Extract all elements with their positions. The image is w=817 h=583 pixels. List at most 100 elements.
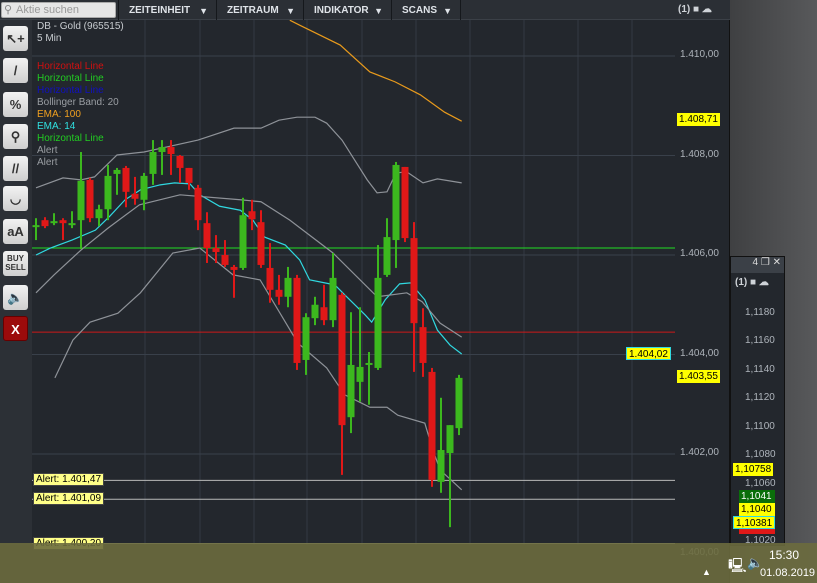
legend-item[interactable]: EMA: 14: [37, 121, 76, 132]
legend-item[interactable]: Alert: [37, 145, 58, 156]
curve-tool-button[interactable]: ◡: [3, 186, 28, 211]
price-marker: 1,10758: [733, 463, 774, 476]
price-tick-label: 1,1060: [745, 478, 776, 489]
candle-up: [77, 180, 85, 221]
second-window-icons: (1) ■ ☁: [731, 273, 784, 288]
candle-down: [185, 167, 193, 183]
menu-indikator[interactable]: INDIKATOR ▼: [303, 0, 391, 20]
candle-up: [347, 364, 355, 418]
candle-up: [311, 304, 319, 319]
price-chart[interactable]: [32, 20, 730, 545]
chevron-down-icon: ▼: [199, 6, 208, 16]
price-marker: 1.404,02: [626, 346, 671, 360]
price-tick-label: 1,1020: [745, 535, 776, 546]
candle-down: [203, 223, 211, 249]
candle-up: [356, 366, 364, 382]
candle-up: [68, 223, 76, 226]
candle-down: [221, 255, 229, 265]
candle-up: [455, 377, 463, 429]
legend-item[interactable]: Horizontal Line: [37, 85, 104, 96]
menu-zeiteinheit[interactable]: ZEITEINHEIT ▼: [118, 0, 216, 20]
line-tool-icon: /: [13, 63, 18, 78]
price-tick-label: 1,1080: [745, 449, 776, 460]
legend-item[interactable]: Bollinger Band: 20: [37, 97, 119, 108]
candle-up: [149, 152, 157, 174]
close-tool-button[interactable]: X: [3, 316, 28, 341]
cloud-upload-icon[interactable]: ☁: [758, 277, 769, 288]
candle-down: [410, 238, 418, 324]
ema100-line: [289, 20, 462, 122]
window-titlebar: 4 ❐ ✕: [731, 257, 784, 273]
candle-up: [95, 209, 103, 219]
candle-down: [266, 267, 274, 290]
clock-time[interactable]: 15:30: [769, 548, 800, 562]
price-tick-label: 1,1100: [745, 421, 775, 432]
candle-down: [401, 166, 409, 239]
close-icon: X: [11, 322, 20, 337]
interval-label: 5 Min: [37, 33, 62, 44]
candle-up: [374, 277, 382, 368]
candle-up: [365, 362, 373, 365]
alert-label[interactable]: Alert: 1.401,09: [33, 492, 105, 506]
candle-down: [428, 371, 436, 480]
line-tool-tool-button[interactable]: /: [3, 58, 28, 83]
buy-sell-tool-button[interactable]: BUY SELL: [3, 251, 28, 276]
candle-up: [329, 277, 337, 321]
price-marker: [739, 529, 775, 534]
network-icon[interactable]: 🖳: [728, 557, 747, 573]
speaker-tool-button[interactable]: 🔈: [3, 285, 28, 310]
candle-up: [140, 175, 148, 200]
legend-item[interactable]: EMA: 100: [37, 109, 81, 120]
percent-tool-button[interactable]: %: [3, 92, 28, 117]
search-icon: ⚲: [4, 4, 13, 16]
count-badge: (1): [735, 277, 748, 288]
candle-down: [86, 179, 94, 219]
volume-icon[interactable]: 🔈: [747, 555, 764, 570]
folder-icon[interactable]: ■: [750, 277, 757, 288]
candle-up: [302, 317, 310, 360]
price-marker: 1.408,71: [677, 113, 720, 127]
price-tick-label: 1,1160: [745, 335, 775, 346]
zoom-icon: ⚲: [10, 129, 21, 144]
top-right-icons: (1) ■ ☁: [678, 4, 712, 15]
top-toolbar: ⚲ Aktie suchen ZEITEINHEIT ▼ ZEITRAUM ▼ IND…: [0, 0, 730, 20]
chevron-down-icon: ▼: [374, 6, 383, 16]
windows-taskbar: ▲ 🖳 🔈 15:30 01.08.2019: [0, 543, 817, 583]
price-tick-label: 1,1120: [745, 392, 775, 403]
cloud-upload-icon[interactable]: ☁: [701, 4, 712, 15]
folder-icon[interactable]: ■: [693, 4, 700, 15]
legend-item[interactable]: Alert: [37, 157, 58, 168]
zoom-tool-button[interactable]: ⚲: [3, 124, 28, 149]
price-tick-label: 1.404,00: [680, 347, 719, 359]
clock-date[interactable]: 01.08.2019: [760, 567, 816, 579]
percent-icon: %: [9, 97, 22, 112]
close-window-icon[interactable]: ✕: [772, 257, 781, 268]
candle-up: [113, 169, 121, 174]
legend-item[interactable]: Horizontal Line: [37, 73, 104, 84]
curve-icon: ◡: [9, 191, 22, 206]
menu-label: INDIKATOR: [314, 5, 369, 16]
legend-item[interactable]: Horizontal Line: [37, 61, 104, 72]
parallel-lines-tool-button[interactable]: //: [3, 156, 28, 181]
pin-icon[interactable]: 4: [752, 257, 759, 268]
alert-label[interactable]: Alert: 1.401,47: [33, 473, 105, 487]
price-marker: 1,1041: [739, 490, 775, 503]
restore-icon[interactable]: ❐: [760, 257, 770, 268]
candle-down: [338, 294, 346, 426]
candle-down: [41, 220, 49, 227]
price-tick-label: 1,1180: [745, 307, 775, 318]
menu-zeitraum[interactable]: ZEITRAUM ▼: [216, 0, 303, 20]
show-hidden-icons[interactable]: ▲: [702, 567, 711, 577]
candle-up: [284, 277, 292, 297]
pointer-add-tool-button[interactable]: ↖+: [3, 26, 28, 51]
pointer-add-icon: ↖+: [6, 31, 25, 46]
stock-search-input[interactable]: ⚲ Aktie suchen: [1, 2, 116, 18]
search-placeholder: Aktie suchen: [16, 4, 79, 16]
candle-down: [167, 147, 175, 155]
candle-up: [158, 147, 166, 153]
chevron-down-icon: ▼: [443, 6, 452, 16]
menu-scans[interactable]: SCANS ▼: [391, 0, 461, 20]
text-size-tool-button[interactable]: aA: [3, 219, 28, 244]
legend-item[interactable]: Horizontal Line: [37, 133, 104, 144]
count-badge: (1): [678, 4, 691, 15]
